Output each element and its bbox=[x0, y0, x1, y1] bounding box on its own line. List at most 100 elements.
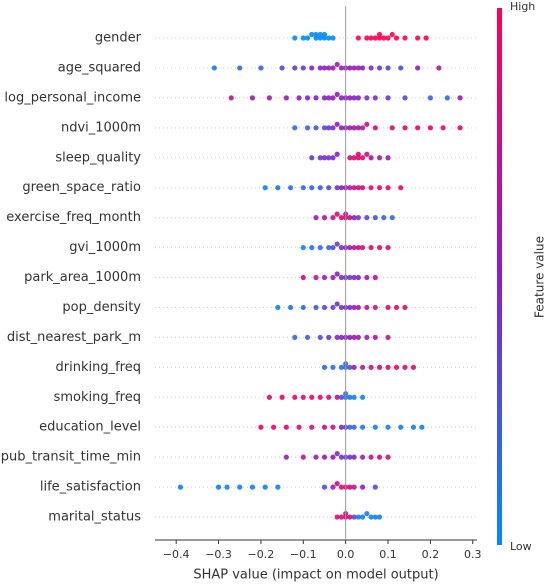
shap-point bbox=[317, 185, 323, 191]
shap-point bbox=[317, 155, 323, 161]
shap-point bbox=[292, 125, 298, 131]
shap-point bbox=[360, 244, 366, 251]
shap-point bbox=[347, 484, 353, 490]
shap-point bbox=[211, 65, 217, 71]
shap-point bbox=[376, 185, 383, 191]
feature-label: log_personal_income bbox=[4, 90, 141, 105]
feature-label: age_squared bbox=[58, 60, 141, 75]
shap-point bbox=[368, 454, 374, 460]
shap-point bbox=[347, 394, 353, 400]
shap-point bbox=[351, 185, 357, 191]
feature-label: dist_nearest_park_m bbox=[7, 330, 141, 345]
shap-point bbox=[347, 65, 353, 71]
shap-point bbox=[287, 185, 294, 191]
shap-point bbox=[292, 65, 298, 71]
colorbar bbox=[497, 8, 502, 545]
feature-label: green_space_ratio bbox=[22, 180, 141, 195]
shap-point bbox=[440, 125, 446, 131]
shap-point bbox=[360, 125, 366, 131]
shap-point bbox=[313, 304, 319, 311]
x-axis-label: SHAP value (impact on model output) bbox=[193, 568, 438, 583]
shap-point bbox=[283, 95, 289, 101]
shap-point bbox=[355, 125, 361, 131]
shap-point bbox=[385, 35, 391, 41]
feature-label: education_level bbox=[39, 420, 141, 435]
shap-point bbox=[351, 334, 357, 340]
shap-point bbox=[347, 215, 353, 221]
shap-point bbox=[266, 95, 272, 101]
shap-point bbox=[292, 394, 298, 400]
feature-label: exercise_freq_month bbox=[6, 210, 141, 225]
shap-point bbox=[317, 31, 323, 38]
shap-point bbox=[398, 185, 404, 191]
shap-point bbox=[389, 215, 395, 221]
shap-point bbox=[334, 334, 340, 340]
shap-point bbox=[376, 31, 383, 38]
shap-point bbox=[304, 95, 311, 101]
shap-point bbox=[330, 244, 336, 251]
shap-point bbox=[321, 125, 328, 131]
colorbar-low: Low bbox=[510, 540, 532, 553]
shap-point bbox=[360, 364, 366, 370]
shap-point bbox=[258, 424, 264, 430]
shap-point bbox=[177, 484, 184, 490]
shap-point bbox=[355, 304, 361, 311]
shap-point bbox=[389, 125, 395, 131]
shap-point bbox=[321, 454, 328, 460]
shap-point bbox=[368, 364, 374, 370]
shap-point bbox=[313, 274, 319, 281]
x-tick-label: 0.3 bbox=[464, 548, 482, 561]
shap-point bbox=[385, 334, 391, 340]
shap-point bbox=[283, 424, 289, 430]
shap-point bbox=[364, 274, 370, 281]
shap-point bbox=[309, 244, 315, 251]
shap-point bbox=[334, 211, 340, 217]
shap-point bbox=[334, 451, 340, 457]
shap-point bbox=[385, 244, 391, 251]
shap-point bbox=[415, 35, 421, 41]
shap-point bbox=[275, 185, 281, 191]
shap-point bbox=[415, 125, 421, 131]
shap-point bbox=[338, 514, 345, 520]
shap-point bbox=[338, 454, 345, 460]
shap-point bbox=[444, 95, 450, 101]
shap-point bbox=[330, 125, 336, 131]
shap-point bbox=[338, 125, 345, 131]
shap-point bbox=[402, 35, 408, 41]
shap-point bbox=[351, 274, 357, 281]
shap-point bbox=[347, 454, 353, 460]
shap-point bbox=[351, 65, 357, 71]
shap-point bbox=[237, 65, 243, 71]
x-tick-label: −0.1 bbox=[290, 548, 317, 561]
shap-point bbox=[347, 244, 353, 251]
shap-point bbox=[330, 484, 336, 490]
shap-point bbox=[372, 215, 378, 221]
shap-point bbox=[368, 514, 374, 520]
shap-point bbox=[347, 514, 353, 520]
shap-point bbox=[347, 304, 353, 311]
shap-point bbox=[351, 454, 357, 460]
shap-point bbox=[313, 31, 319, 38]
shap-point bbox=[334, 185, 340, 191]
shap-point bbox=[385, 364, 391, 370]
shap-point bbox=[237, 484, 243, 490]
shap-point bbox=[351, 424, 357, 430]
shap-point bbox=[330, 35, 336, 41]
shap-point bbox=[364, 121, 370, 127]
shap-point bbox=[372, 334, 378, 340]
shap-point bbox=[368, 244, 374, 251]
shap-point bbox=[313, 215, 319, 221]
shap-point bbox=[355, 514, 361, 520]
shap-point bbox=[309, 185, 315, 191]
shap-point bbox=[300, 244, 306, 251]
shap-point bbox=[372, 35, 378, 41]
shap-point bbox=[338, 274, 345, 281]
shap-point bbox=[360, 394, 366, 400]
shap-point bbox=[398, 65, 404, 71]
shap-point bbox=[355, 334, 361, 340]
x-tick-label: −0.3 bbox=[205, 548, 232, 561]
shap-point bbox=[372, 125, 378, 131]
shap-point bbox=[309, 394, 315, 400]
shap-point bbox=[300, 35, 306, 41]
